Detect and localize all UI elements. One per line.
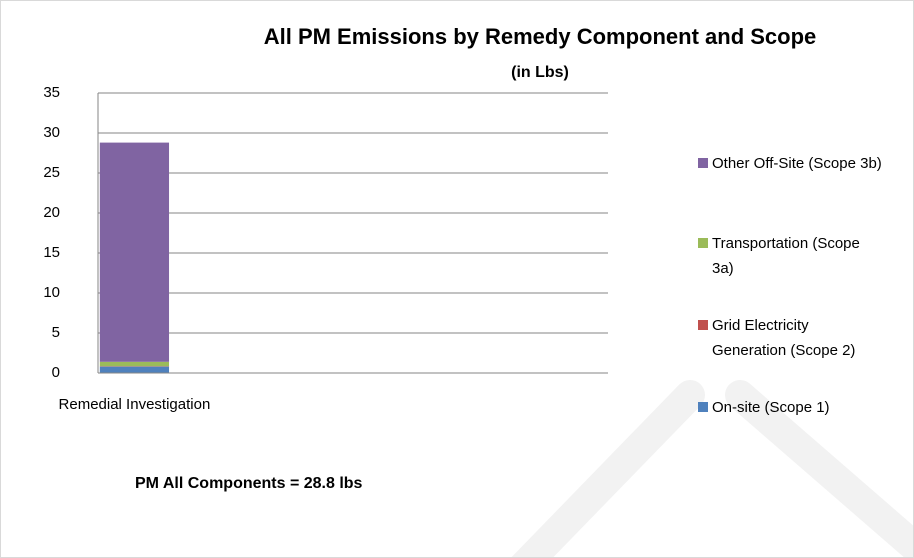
legend-label: Other Off-Site (Scope 3b): [712, 155, 882, 172]
y-tick-label: 5: [52, 324, 60, 341]
x-tick-label: Remedial Investigation: [59, 396, 211, 413]
chart-subtitle: (in Lbs): [511, 64, 569, 81]
y-tick-label: 0: [52, 364, 60, 381]
legend-entry: On-site (Scope 1): [698, 395, 884, 420]
legend-swatch: [698, 402, 708, 412]
y-tick-label: 15: [43, 244, 60, 261]
legend-label: Transportation (Scope 3a): [712, 235, 860, 277]
legend-swatch: [698, 158, 708, 168]
y-tick-label: 10: [43, 284, 60, 301]
legend-entry: Other Off-Site (Scope 3b): [698, 151, 884, 176]
bar-segment: [99, 361, 170, 367]
legend-swatch: [698, 320, 708, 330]
watermark: [510, 380, 705, 558]
chart-title: All PM Emissions by Remedy Component and…: [264, 24, 817, 49]
y-tick-label: 20: [43, 204, 60, 221]
legend-entry: Grid Electricity Generation (Scope 2): [698, 313, 884, 363]
legend-entry: Transportation (Scope 3a): [698, 231, 884, 281]
legend-swatch: [698, 238, 708, 248]
y-tick-label: 30: [43, 124, 60, 141]
bar-segment: [99, 142, 170, 362]
watermark: [725, 380, 914, 558]
annotation: PM All Components = 28.8 lbs: [135, 475, 363, 492]
legend-label: On-site (Scope 1): [712, 399, 830, 416]
y-tick-label: 25: [43, 164, 60, 181]
legend-label: Grid Electricity Generation (Scope 2): [712, 317, 856, 359]
y-tick-label: 35: [43, 84, 60, 101]
bar-segment: [99, 366, 170, 373]
